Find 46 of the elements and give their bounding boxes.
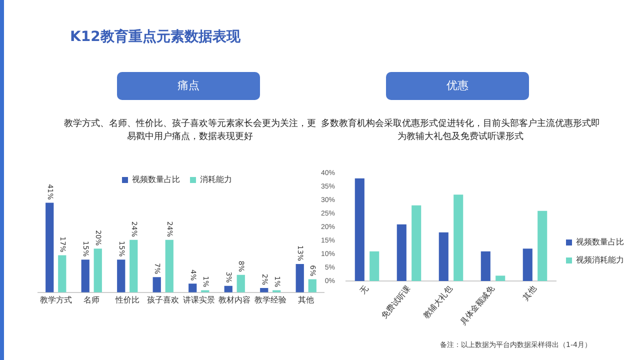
legend-label: 视频数量占比 [576,238,624,247]
bar [130,240,138,292]
bar [496,276,506,282]
bar [46,202,54,292]
chart-subtitle: 多数教育机构会采取优惠形式促进转化，目前头部客户主流优惠形式即为教辅大礼包及免费试听课形式 [320,118,601,144]
legend-label: 消耗能力 [200,175,232,184]
x-tick-label: 教学方式 [40,295,72,304]
bar [454,194,464,282]
x-tick-label: 具体金额减免 [458,284,496,327]
x-tick-label: 名师 [84,295,100,304]
bar [117,260,126,292]
x-tick-label: 教材内容 [218,295,251,304]
x-tick-label: 教辅大礼包 [422,284,454,320]
bar [396,224,406,282]
x-tick-label: 孩子喜欢 [147,295,180,304]
bar [81,260,90,292]
bar [354,178,364,282]
x-tick-label: 讲课实景 [182,295,215,304]
bar [224,286,232,292]
x-tick-label: 其他 [298,295,314,304]
bar [165,240,174,292]
legend-label: 视频消耗能力 [576,256,624,265]
bar [522,248,532,282]
bar [480,251,490,282]
bar [296,264,304,292]
bar [308,279,316,292]
chart-title: 痛点 [117,72,260,100]
bar [58,255,66,292]
bar [94,248,102,292]
bar [188,284,197,292]
bar [538,210,548,282]
bar [236,274,245,292]
bar [370,251,380,282]
chart-title: 优惠 [386,72,529,100]
x-tick-label: 无 [358,284,370,296]
x-tick-label: 性价比 [114,295,140,304]
x-tick-label: 其他 [521,284,538,302]
bar [260,288,268,292]
bar [152,277,161,292]
x-tick-label: 教学经验 [254,295,286,304]
legend-label: 视频数量占比 [132,175,180,184]
bar [412,205,422,282]
text: K12教育重点元素数据表现 [70,28,240,46]
chart-subtitle: 教学方式、名师、性价比、孩子喜欢等元素家长会更为关注，更易戳中用户痛点，数据表现更好 [64,118,316,144]
bar [438,232,448,282]
x-tick-label: 免费试听课 [380,284,412,320]
